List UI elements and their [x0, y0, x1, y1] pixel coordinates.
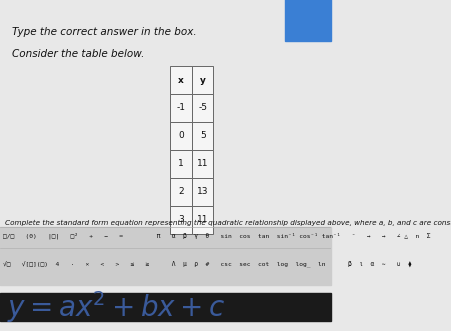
- Bar: [284, 0, 330, 41]
- Text: 3: 3: [178, 215, 184, 224]
- Bar: [192, 206, 213, 234]
- Text: $y = ax^2 + bx + c$: $y = ax^2 + bx + c$: [7, 290, 224, 325]
- Text: 0: 0: [178, 131, 184, 140]
- Text: Consider the table below.: Consider the table below.: [12, 49, 143, 59]
- Text: y: y: [199, 75, 205, 84]
- Text: Complete the standard form equation representing the quadratic relationship disp: Complete the standard form equation repr…: [5, 220, 451, 226]
- Text: -1: -1: [176, 104, 185, 113]
- Text: □/□   (0)   |□|   □²   +   −   =         π   α  β  γ  θ   sin  cos  tan  sin⁻¹ c: □/□ (0) |□| □² + − = π α β γ θ sin cos t…: [3, 232, 430, 239]
- Text: √□   √[□](□)  4   ·   ×   <   >   ≤   ≥      Λ  μ  ρ  #   csc  sec  cot  log  lo: √□ √[□](□) 4 · × < > ≤ ≥ Λ μ ρ # csc sec…: [3, 260, 411, 267]
- Text: 13: 13: [197, 187, 208, 196]
- Text: x: x: [178, 75, 184, 84]
- Text: 5: 5: [199, 131, 205, 140]
- Text: 2: 2: [178, 187, 184, 196]
- Text: -5: -5: [198, 104, 207, 113]
- Bar: [0, 293, 330, 321]
- Text: Type the correct answer in the box.: Type the correct answer in the box.: [12, 27, 196, 37]
- Bar: [170, 66, 192, 94]
- Bar: [170, 94, 192, 122]
- Bar: [170, 150, 192, 178]
- Bar: [192, 150, 213, 178]
- Bar: [0, 227, 330, 285]
- Bar: [192, 178, 213, 206]
- Text: 11: 11: [197, 215, 208, 224]
- Bar: [192, 122, 213, 150]
- Bar: [170, 206, 192, 234]
- Bar: [192, 94, 213, 122]
- Bar: [170, 178, 192, 206]
- Text: 11: 11: [197, 159, 208, 168]
- Text: 1: 1: [178, 159, 184, 168]
- Bar: [170, 122, 192, 150]
- Bar: [192, 66, 213, 94]
